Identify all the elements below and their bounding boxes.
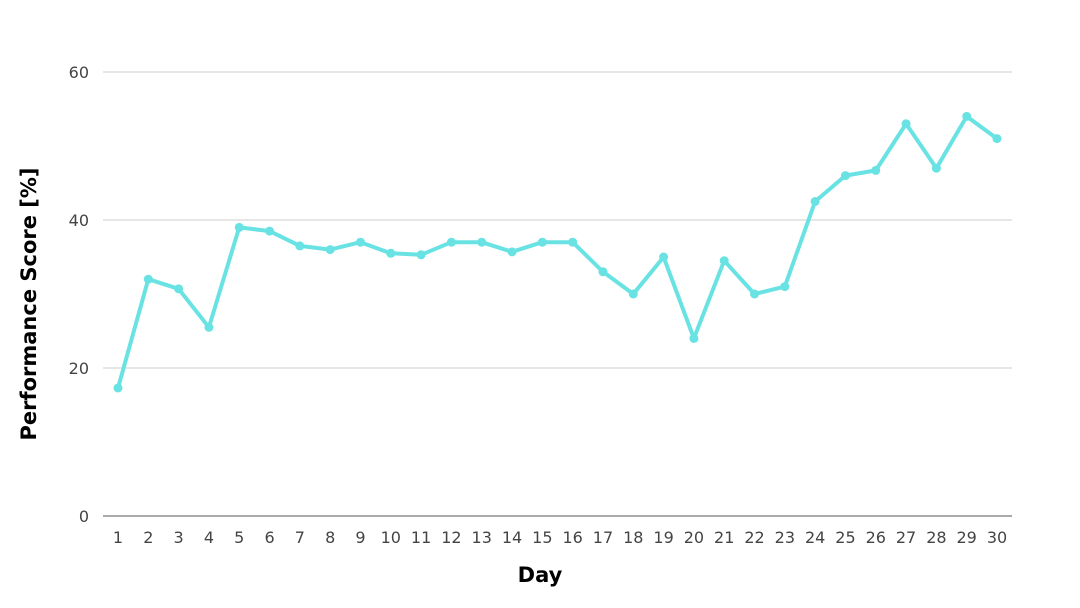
x-tick-label: 3	[174, 528, 184, 547]
x-tick-label: 26	[866, 528, 886, 547]
x-tick-label: 27	[896, 528, 916, 547]
x-tick-label: 2	[143, 528, 153, 547]
data-point	[537, 237, 547, 247]
data-point	[113, 383, 123, 393]
x-tick-label: 6	[264, 528, 274, 547]
x-axis-ticks: 1 2 3 4 5 6 7 8 9 10 11 12 13 14 15 16 17 18 19 20 21 22 23 24 2…	[113, 528, 1007, 547]
data-point	[689, 333, 699, 343]
data-point	[265, 226, 275, 236]
y-tick-label: 20	[69, 359, 89, 378]
data-point	[143, 274, 153, 284]
y-axis-title: Performance Score [%]	[17, 167, 41, 440]
grid-lines	[103, 71, 1012, 369]
data-point	[598, 267, 608, 277]
data-point	[386, 248, 396, 258]
data-point	[901, 119, 911, 129]
data-point	[507, 247, 517, 257]
x-tick-label: 25	[835, 528, 855, 547]
x-tick-label: 7	[295, 528, 305, 547]
x-tick-label: 8	[325, 528, 335, 547]
data-point	[659, 252, 669, 262]
x-tick-label: 16	[562, 528, 582, 547]
data-point	[962, 111, 972, 121]
x-tick-label: 15	[532, 528, 552, 547]
data-point	[931, 163, 941, 173]
data-point	[204, 322, 214, 332]
series-group	[113, 111, 1002, 393]
data-point	[174, 284, 184, 294]
x-tick-label: 5	[234, 528, 244, 547]
x-tick-label: 20	[684, 528, 704, 547]
data-point	[810, 197, 820, 206]
data-point	[568, 237, 578, 247]
x-tick-label: 17	[593, 528, 613, 547]
x-tick-label: 22	[744, 528, 764, 547]
y-tick-label: 60	[69, 63, 89, 82]
x-tick-label: 12	[441, 528, 461, 547]
x-tick-label: 18	[623, 528, 643, 547]
x-tick-label: 4	[204, 528, 214, 547]
data-point	[446, 237, 456, 247]
x-tick-label: 13	[472, 528, 492, 547]
y-tick-label: 40	[69, 211, 89, 230]
data-point	[750, 289, 760, 299]
data-point	[719, 256, 729, 266]
data-point	[234, 222, 244, 232]
data-point	[992, 134, 1002, 144]
series-line	[116, 114, 999, 390]
x-tick-label: 10	[381, 528, 401, 547]
data-point	[295, 241, 305, 251]
x-tick-label: 29	[957, 528, 977, 547]
x-axis-title: Day	[518, 563, 563, 587]
x-tick-label: 14	[502, 528, 522, 547]
x-tick-label: 11	[411, 528, 431, 547]
data-point	[871, 165, 881, 175]
data-point	[780, 282, 790, 292]
data-point	[355, 237, 365, 247]
x-tick-label: 24	[805, 528, 825, 547]
x-tick-label: 9	[355, 528, 365, 547]
data-point	[628, 289, 638, 299]
data-point	[416, 250, 426, 260]
data-point	[325, 245, 335, 255]
data-point	[840, 171, 850, 181]
x-tick-label: 30	[987, 528, 1007, 547]
x-tick-label: 28	[926, 528, 946, 547]
y-tick-label: 0	[79, 507, 89, 526]
x-tick-label: 19	[653, 528, 673, 547]
x-tick-label: 21	[714, 528, 734, 547]
x-tick-label: 23	[775, 528, 795, 547]
x-tick-label: 1	[113, 528, 123, 547]
data-point	[477, 237, 487, 247]
y-axis-ticks: 0 20 40 60	[69, 63, 89, 526]
